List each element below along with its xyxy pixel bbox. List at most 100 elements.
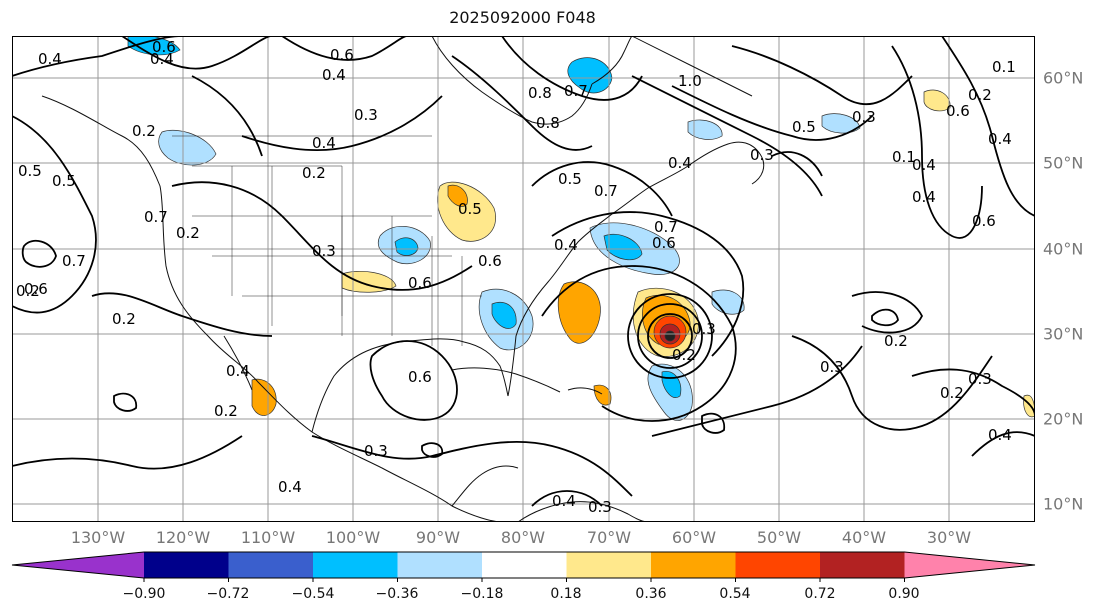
colorbar-tick-label: 0.18 <box>550 586 582 602</box>
contour-line <box>671 85 873 141</box>
contour-label: 0.2 <box>112 310 136 328</box>
contour-label: 0.8 <box>528 84 552 102</box>
contour-label: 0.3 <box>750 146 774 164</box>
blue-patch-southeast-core <box>491 301 517 329</box>
contour-label: 0.5 <box>52 172 76 190</box>
map-panel: 0.4 0.6 0.4 0.6 0.4 0.2 0.3 0.4 0.8 0.7 … <box>12 36 1035 522</box>
contour-label: 0.1 <box>892 148 916 166</box>
colorbar-segment <box>397 552 482 578</box>
lon-label: 110°W <box>240 528 296 547</box>
contour-line <box>12 36 183 77</box>
contour-label: 0.3 <box>354 106 378 124</box>
blue-patch-east-atlantic <box>821 113 861 134</box>
map-frame <box>12 36 1035 522</box>
contour-line <box>941 36 1035 217</box>
contour-hurricane-ring <box>627 293 713 379</box>
contour-line <box>701 412 726 434</box>
contour-label: 0.3 <box>588 498 612 516</box>
contour-label: 0.2 <box>884 332 908 350</box>
lon-label: 60°W <box>671 528 717 547</box>
colorbar-segment <box>144 552 229 578</box>
contour-line <box>851 291 924 334</box>
contour-line <box>551 211 745 357</box>
colorbar-tick-label: −0.72 <box>206 586 250 602</box>
contour-label: 0.2 <box>940 384 964 402</box>
contour-label: 0.4 <box>322 66 346 84</box>
contour-line <box>631 75 823 197</box>
colorbar-tick-label: 0.54 <box>719 586 751 602</box>
coast-greenland <box>631 36 753 97</box>
orange-patch-michigan <box>447 184 468 207</box>
contour-label: 0.7 <box>144 208 168 226</box>
lat-label: 20°N <box>1043 409 1084 429</box>
colorbar-tick-marks <box>143 578 905 582</box>
contour-label: 0.2 <box>968 86 992 104</box>
colorbar-segment <box>735 552 820 578</box>
contour-lines <box>12 36 1035 507</box>
contour-line <box>891 45 983 239</box>
contour-hurricane-ring <box>637 303 703 369</box>
coast-baja <box>223 335 253 391</box>
contour-line <box>21 239 57 268</box>
contour-line <box>771 151 823 177</box>
lat-label: 30°N <box>1043 324 1084 344</box>
lon-label: 100°W <box>325 528 381 547</box>
colorbar-segment <box>313 552 398 578</box>
contour-line <box>731 45 913 106</box>
contour-label-layer: 0.4 0.6 0.4 0.6 0.4 0.2 0.3 0.4 0.8 0.7 … <box>16 38 1016 516</box>
contour-line <box>113 392 138 412</box>
graticule <box>12 36 1035 522</box>
contour-label: 0.3 <box>968 370 992 388</box>
contour-label: 0.5 <box>558 170 582 188</box>
colorbar-segment <box>228 552 313 578</box>
contour-line <box>541 265 737 422</box>
lon-label: 70°W <box>586 528 632 547</box>
yellow-patch-greenland <box>923 89 951 112</box>
coast-cuba <box>451 367 561 393</box>
contour-label: 0.6 <box>946 102 970 120</box>
contour-line <box>171 181 473 291</box>
contour-label: 0.4 <box>912 156 936 174</box>
contour-label: 0.4 <box>988 130 1012 148</box>
contour-hurricane-ring <box>647 313 693 359</box>
coastlines <box>41 36 765 522</box>
contour-label: 0.6 <box>330 46 354 64</box>
contour-label: 0.2 <box>176 224 200 242</box>
contour-label: 0.6 <box>408 274 432 292</box>
contour-label: 0.2 <box>214 402 238 420</box>
lon-label: 130°W <box>70 528 126 547</box>
contour-line <box>91 292 273 337</box>
contour-label: 0.7 <box>594 182 618 200</box>
contour-line <box>791 335 993 431</box>
colorbar-tick-label: 0.36 <box>635 586 667 602</box>
yellow-patch-mexico <box>251 378 277 416</box>
contour-label: 0.4 <box>278 478 302 496</box>
lon-label: 80°W <box>500 528 546 547</box>
colorbar-segment <box>566 552 651 578</box>
contour-label: 0.6 <box>152 38 176 56</box>
colorbar-tick-label: 0.90 <box>888 586 920 602</box>
contour-label: 0.2 <box>302 164 326 182</box>
lon-label: 120°W <box>155 528 211 547</box>
colorbar-segment <box>820 552 905 578</box>
contour-label: 0.4 <box>312 134 336 152</box>
contour-line <box>531 161 673 217</box>
contour-line <box>911 368 1035 417</box>
contour-label: 0.4 <box>552 492 576 510</box>
contour-label: 0.6 <box>972 212 996 230</box>
yellow-patch-caribbean <box>593 384 612 406</box>
contour-label: 0.3 <box>692 320 716 338</box>
contour-label: 0.2 <box>672 346 696 364</box>
contour-label: 0.6 <box>408 368 432 386</box>
colorbar-tick-label: 0.72 <box>804 586 836 602</box>
contour-label: 0.4 <box>38 50 62 68</box>
colorbar-segment <box>12 552 144 578</box>
contour-label: 0.7 <box>62 252 86 270</box>
colorbar-segment <box>904 552 1035 578</box>
contour-label: 1.0 <box>678 72 702 90</box>
colorbar-tick-label: −0.90 <box>122 586 166 602</box>
coast-canada-east <box>687 141 765 185</box>
contour-label: 0.7 <box>654 218 678 236</box>
blue-patch-labrador <box>567 57 613 94</box>
contour-line <box>369 340 458 421</box>
